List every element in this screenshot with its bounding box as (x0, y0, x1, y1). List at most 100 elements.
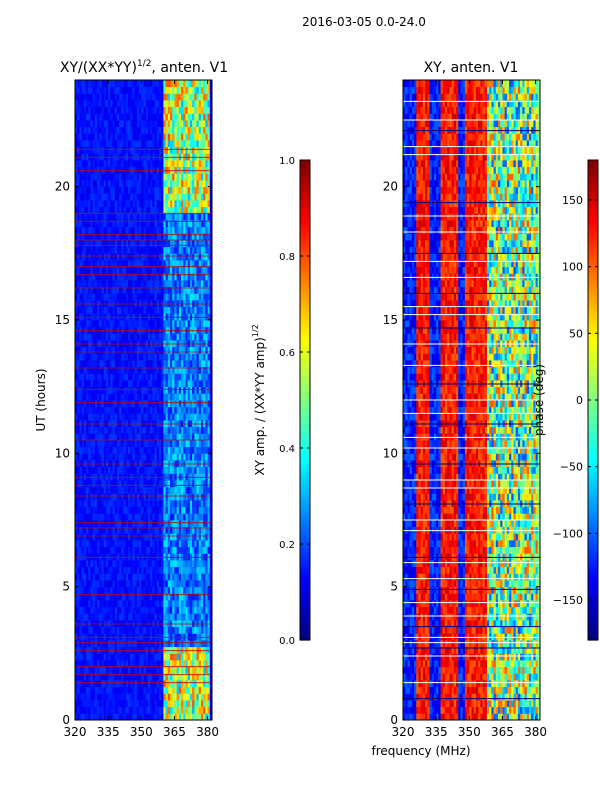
amplitude-cell (101, 433, 105, 441)
amplitude-cell (209, 440, 213, 448)
amplitude-cell (187, 373, 191, 381)
amplitude-cell (79, 633, 83, 641)
amplitude-cell (154, 686, 158, 694)
amplitude-cell (167, 333, 171, 341)
amplitude-cell (176, 506, 180, 514)
amplitude-cell (147, 400, 151, 408)
amplitude-cell (123, 646, 127, 654)
amplitude-cell (172, 686, 175, 694)
amplitude-cell (99, 426, 102, 434)
amplitude-cell (105, 640, 109, 648)
amplitude-cell (130, 400, 133, 408)
amplitude-cell (189, 700, 193, 708)
amplitude-cell (200, 680, 204, 688)
amplitude-cell (170, 646, 173, 654)
amplitude-cell (156, 560, 160, 568)
amplitude-cell (185, 500, 189, 508)
amplitude-cell (172, 440, 175, 448)
amplitude-cell (161, 680, 164, 688)
amplitude-cell (196, 480, 200, 488)
amplitude-cell (174, 540, 178, 548)
amplitude-cell (196, 400, 200, 408)
amplitude-cell (198, 293, 202, 301)
amplitude-cell (134, 586, 138, 594)
amplitude-cell (119, 626, 122, 634)
amplitude-cell (101, 700, 105, 708)
amplitude-cell (136, 666, 140, 674)
amplitude-cell (200, 393, 204, 401)
amplitude-cell (154, 420, 158, 428)
amplitude-cell (187, 680, 191, 688)
amplitude-cell (176, 480, 180, 488)
amplitude-cell (110, 626, 113, 634)
amplitude-cell (141, 300, 144, 308)
amplitude-cell (92, 580, 96, 588)
amplitude-cell (121, 333, 125, 341)
amplitude-cell (108, 333, 111, 341)
amplitude-cell (205, 413, 208, 421)
amplitude-cell (163, 386, 166, 394)
amplitude-cell (205, 466, 208, 474)
amplitude-cell (108, 433, 111, 441)
amplitude-cell (165, 500, 169, 508)
amplitude-cell (119, 613, 122, 621)
amplitude-cell (170, 333, 173, 341)
amplitude-cell (200, 353, 204, 361)
amplitude-cell (90, 606, 94, 614)
amplitude-cell (167, 693, 171, 701)
amplitude-cell (121, 433, 125, 441)
amplitude-cell (90, 653, 94, 661)
amplitude-cell (136, 620, 140, 628)
amplitude-cell (86, 373, 89, 381)
amplitude-cell (163, 586, 166, 594)
amplitude-cell (152, 380, 155, 388)
amplitude-cell (161, 486, 164, 494)
amplitude-cell (83, 413, 87, 421)
amplitude-cell (103, 300, 107, 308)
amplitude-cell (207, 500, 211, 508)
amplitude-cell (99, 406, 102, 414)
amplitude-cell (75, 606, 78, 614)
amplitude-cell (94, 466, 98, 474)
amplitude-cell (121, 360, 125, 368)
amplitude-cell (145, 660, 149, 668)
amplitude-cell (194, 393, 197, 401)
amplitude-cell (158, 346, 162, 354)
amplitude-cell (163, 366, 166, 374)
amplitude-cell (152, 573, 155, 581)
amplitude-cell (203, 640, 206, 648)
amplitude-cell (108, 706, 111, 714)
amplitude-cell (174, 326, 178, 334)
amplitude-cell (79, 706, 83, 714)
amplitude-cell (156, 366, 160, 374)
amplitude-cell (103, 586, 107, 594)
amplitude-cell (132, 660, 136, 668)
amplitude-cell (152, 626, 155, 634)
amplitude-cell (77, 513, 80, 521)
amplitude-cell (183, 580, 186, 588)
amplitude-cell (105, 593, 109, 601)
amplitude-cell (176, 546, 180, 554)
amplitude-cell (141, 433, 144, 441)
amplitude-cell (143, 680, 147, 688)
amplitude-cell (167, 680, 171, 688)
amplitude-cell (167, 440, 171, 448)
amplitude-cell (99, 440, 102, 448)
amplitude-cell (178, 300, 182, 308)
amplitude-cell (101, 566, 105, 574)
amplitude-cell (130, 560, 133, 568)
amplitude-cell (97, 300, 100, 308)
amplitude-cell (112, 320, 116, 328)
amplitude-cell (143, 413, 147, 421)
amplitude-cell (99, 600, 102, 608)
amplitude-cell (128, 693, 131, 701)
amplitude-cell (81, 626, 85, 634)
amplitude-cell (143, 493, 147, 501)
amplitude-cell (141, 593, 144, 601)
amplitude-cell (198, 513, 202, 521)
amplitude-cell (174, 433, 178, 441)
amplitude-cell (130, 433, 133, 441)
amplitude-cell (174, 700, 178, 708)
amplitude-cell (101, 313, 105, 321)
amplitude-cell (136, 566, 140, 574)
